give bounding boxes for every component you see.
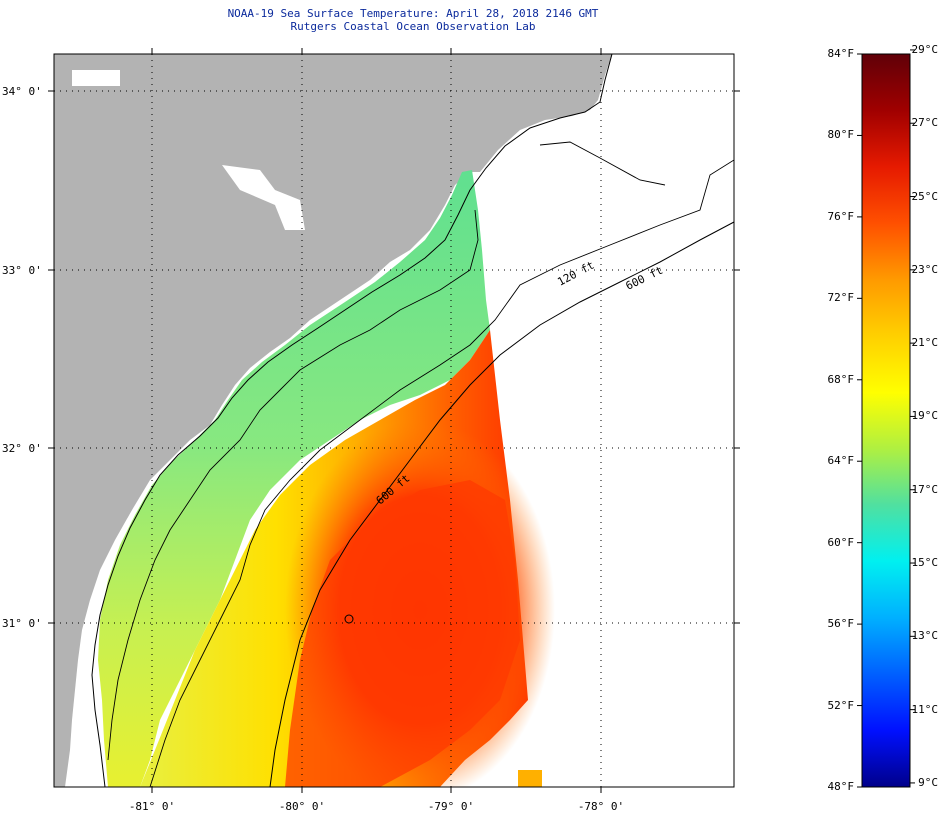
colorbar-label-c: 19°C (911, 409, 939, 423)
colorbar-gradient (861, 53, 911, 788)
map-title: NOAA-19 Sea Surface Temperature: April 2… (227, 7, 599, 20)
colorbar (857, 49, 915, 788)
map-subtitle: Rutgers Coastal Ocean Observation Lab (290, 20, 536, 33)
colorbar-label-f: 76°F (827, 209, 855, 223)
sst-gulf-stream (285, 480, 520, 787)
lon-label: -78° 0' (578, 800, 624, 813)
colorbar-label-c: 15°C (911, 556, 939, 570)
lat-label: 34° 0' (2, 85, 42, 98)
sst-shelf-band (98, 170, 490, 787)
isobath-600ft (269, 221, 734, 787)
isobath-120ft (149, 159, 734, 787)
lon-label: -81° 0' (129, 800, 175, 813)
colorbar-label-f: 48°F (827, 780, 855, 793)
colorbar-label-c: 17°C (911, 482, 939, 496)
colorbar-label-c: 13°C (911, 629, 939, 643)
graticule (54, 54, 734, 787)
colorbar-label-f: 72°F (827, 291, 855, 305)
small-warm-patch (518, 770, 542, 787)
colorbar-label-c: 9°C (918, 775, 938, 789)
map-frame (53, 53, 735, 788)
land-mass (54, 54, 612, 787)
lon-label: -79° 0' (428, 800, 474, 813)
colorbar-label-f: 52°F (827, 698, 855, 712)
axis-ticks (48, 48, 740, 793)
colorbar-label-c: 29°C (911, 42, 939, 56)
colorbar-label-c: 23°C (911, 262, 939, 276)
colorbar-label-c: 25°C (911, 189, 939, 203)
colorbar-label-c: 11°C (911, 702, 939, 716)
colorbar-label-f: 80°F (827, 128, 855, 142)
colorbar-label-c: 21°C (911, 336, 939, 350)
lat-label: 32° 0' (2, 442, 42, 455)
coastline (91, 54, 613, 787)
colorbar-label-f: 60°F (827, 535, 855, 549)
isobath-60ft (107, 141, 666, 761)
lat-label: 31° 0' (2, 617, 42, 630)
colorbar-label-f: 64°F (827, 454, 855, 468)
colorbar-label-f: 84°F (827, 47, 855, 60)
colorbar-label-f: 56°F (827, 617, 855, 631)
colorbar-label-f: 68°F (827, 372, 855, 386)
lat-label: 33° 0' (2, 264, 42, 277)
colorbar-label-c: 27°C (911, 116, 939, 130)
lon-label: -80° 0' (279, 800, 325, 813)
no-data-speckle (72, 70, 305, 230)
